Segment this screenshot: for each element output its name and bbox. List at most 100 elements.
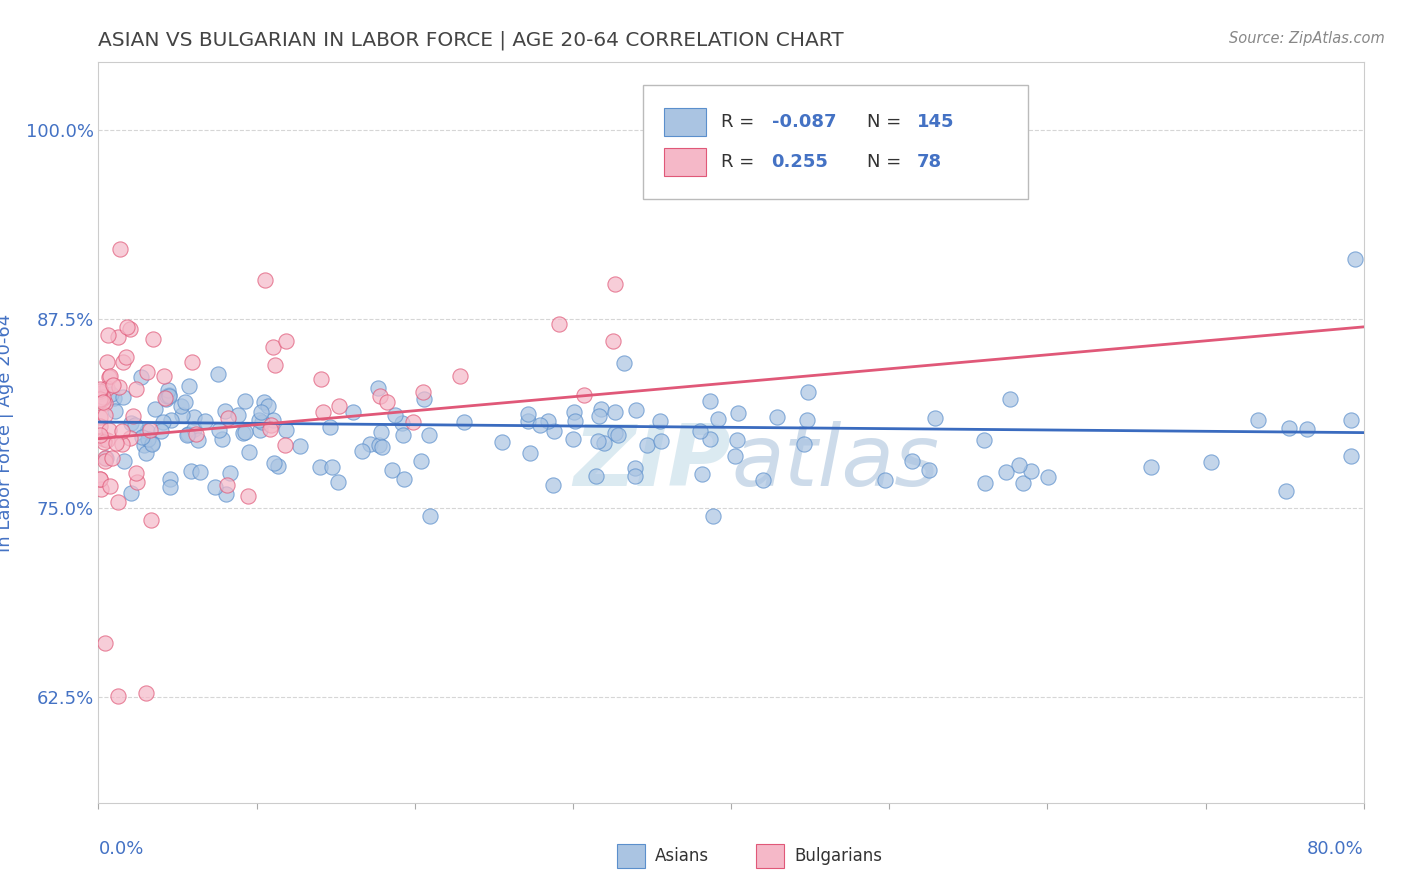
Point — [97, 328, 120, 343]
Point — [90, 392, 112, 407]
Point — [103, 378, 125, 392]
Bar — [617, 844, 645, 868]
Point — [624, 403, 647, 417]
Point — [274, 424, 297, 438]
Point — [274, 438, 297, 452]
Point — [564, 414, 586, 428]
Point — [350, 443, 373, 458]
Point — [249, 405, 271, 419]
Point — [97, 369, 120, 384]
Point — [177, 427, 200, 442]
Point — [214, 404, 236, 418]
Point — [93, 390, 115, 404]
Point — [215, 486, 238, 500]
Point — [89, 384, 111, 399]
Point — [217, 411, 239, 425]
Point — [183, 409, 205, 424]
Point — [96, 381, 118, 395]
Point — [107, 689, 129, 703]
Point — [264, 358, 287, 372]
Point — [974, 476, 997, 491]
Point — [623, 461, 645, 475]
Point — [89, 392, 111, 406]
Point — [89, 409, 111, 424]
Point — [589, 401, 612, 416]
Point — [111, 390, 134, 404]
Point — [262, 413, 284, 427]
Point — [873, 473, 896, 487]
Point — [107, 495, 129, 509]
Point — [120, 416, 142, 430]
Point — [153, 391, 176, 405]
Point — [107, 329, 129, 343]
Point — [260, 418, 283, 433]
Text: R =: R = — [721, 153, 766, 171]
Point — [141, 435, 163, 450]
Point — [707, 411, 730, 425]
Point — [183, 422, 205, 436]
Point — [96, 451, 118, 466]
Point — [368, 438, 391, 452]
Point — [699, 432, 721, 446]
Point — [541, 478, 564, 492]
Point — [156, 388, 179, 402]
Point — [115, 320, 138, 334]
Point — [135, 686, 157, 700]
Point — [727, 406, 749, 420]
Point — [588, 434, 610, 449]
Point — [215, 478, 238, 492]
Text: ZIP: ZIP — [574, 421, 731, 504]
Point — [516, 414, 538, 428]
Point — [108, 380, 131, 394]
Point — [247, 413, 270, 427]
Point — [564, 405, 586, 419]
Point — [253, 395, 276, 409]
Point — [120, 486, 142, 500]
Point — [900, 454, 922, 468]
Point — [593, 436, 616, 450]
Point — [96, 433, 118, 447]
Point — [93, 432, 115, 446]
Point — [973, 433, 995, 447]
Point — [309, 460, 332, 475]
Point — [262, 340, 284, 354]
Point — [188, 465, 211, 479]
Point — [796, 413, 818, 427]
Point — [1012, 476, 1035, 491]
Point — [543, 425, 565, 439]
Point — [367, 381, 389, 395]
Point — [391, 427, 413, 442]
Point — [136, 365, 159, 379]
Point — [143, 402, 166, 417]
Point — [391, 416, 413, 430]
Point — [370, 425, 392, 439]
Point — [233, 393, 256, 408]
Point — [370, 440, 392, 454]
Point — [257, 399, 280, 413]
Point — [98, 368, 121, 383]
Text: R =: R = — [721, 112, 761, 130]
Point — [207, 368, 229, 382]
Point — [155, 392, 177, 407]
Point — [238, 444, 260, 458]
Point — [998, 392, 1021, 406]
Point — [105, 435, 128, 450]
Point — [290, 439, 312, 453]
Point — [187, 433, 209, 447]
Point — [602, 334, 624, 348]
Point — [796, 384, 818, 399]
Point — [419, 508, 441, 523]
Point — [135, 446, 157, 460]
Point — [89, 472, 111, 486]
Point — [89, 472, 111, 486]
Point — [157, 389, 180, 403]
Point — [194, 414, 217, 428]
Point — [519, 446, 541, 460]
Point — [100, 479, 122, 493]
Point — [93, 435, 115, 450]
Point — [159, 480, 181, 494]
Point — [924, 411, 946, 425]
Point — [93, 394, 115, 409]
Point — [135, 424, 157, 438]
Point — [233, 425, 256, 439]
